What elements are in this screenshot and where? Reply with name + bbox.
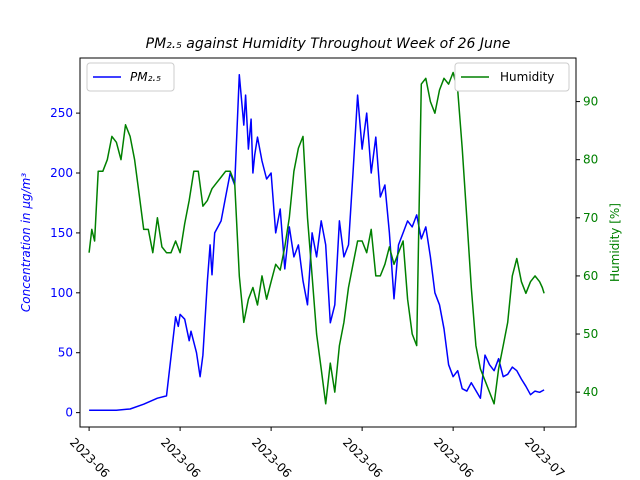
y-right-tick-label: 50: [583, 327, 598, 341]
ticks-layer: 0 50 100 150 200 250 40 50 60 70 80 90 2023-06 2023-0…: [50, 95, 598, 480]
legend-humidity-label: Humidity: [500, 70, 554, 84]
y-left-tick-label: 0: [65, 406, 73, 420]
y-right-tick-label: 60: [583, 269, 598, 283]
legend-left: PM₂.₅: [86, 62, 175, 92]
series-line-humidity: [88, 71, 545, 405]
series-line-pm25: [89, 74, 545, 411]
x-tick-label: 2023-06: [431, 435, 476, 480]
x-tick-label: 2023-06: [249, 435, 294, 480]
y-left-tick-label: 100: [50, 286, 73, 300]
y-right-tick-label: 40: [583, 385, 598, 399]
y-axis-left-label: Concentration in μg/m³: [19, 173, 33, 312]
plot-area: [79, 57, 577, 428]
y-axis-right-label: Humidity [%]: [608, 203, 622, 282]
x-tick-label: 2023-06: [340, 435, 385, 480]
chart-title: PM₂.₅ against Humidity Throughout Week o…: [146, 36, 511, 52]
legend-right: Humidity: [454, 62, 570, 92]
legend-pm25-label: PM₂.₅: [130, 70, 161, 84]
y-left-tick-label: 200: [50, 166, 73, 180]
y-left-tick-label: 50: [58, 346, 73, 360]
series-layer: [88, 71, 545, 411]
y-right-tick-label: 90: [583, 95, 598, 109]
y-right-tick-label: 70: [583, 211, 598, 225]
x-tick-label: 2023-06: [67, 435, 112, 480]
y-left-tick-label: 250: [50, 106, 73, 120]
x-tick-label: 2023-07: [522, 435, 567, 480]
y-right-tick-label: 80: [583, 153, 598, 167]
x-tick-label: 2023-06: [158, 435, 203, 480]
y-left-tick-label: 150: [50, 226, 73, 240]
